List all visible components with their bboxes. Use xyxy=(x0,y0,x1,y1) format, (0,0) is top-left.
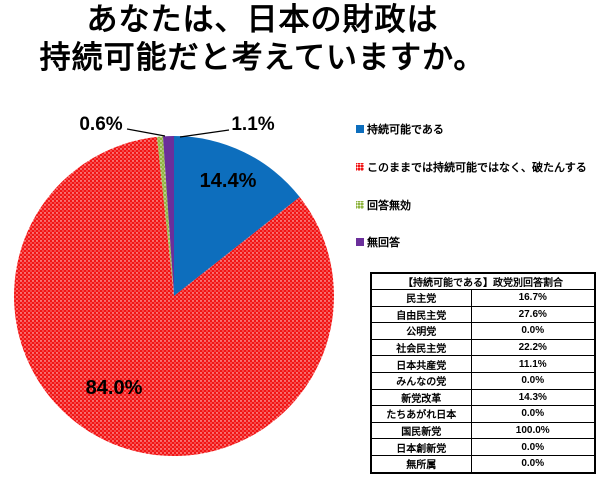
party-value-cell: 14.3% xyxy=(470,388,596,407)
party-name-cell: 日本共産党 xyxy=(370,355,472,373)
legend-item-sustainable: 持続可能である xyxy=(356,121,444,137)
table-row: 自由民主党 27.6% xyxy=(370,305,596,324)
party-name-cell: みんなの党 xyxy=(370,371,472,390)
table-title: 【持続可能である】政党別回答割合 xyxy=(370,272,596,290)
pie-slice-3 xyxy=(162,136,174,296)
legend-item-collapse: このままでは持続可能ではなく、破たんする xyxy=(356,159,587,175)
table-row: 民主党 16.7% xyxy=(370,289,596,307)
party-name-cell: 自由民主党 xyxy=(370,305,472,324)
table-row: たちあがれ日本 0.0% xyxy=(370,405,596,423)
pie-value-label-sustainable: 14.4% xyxy=(199,170,257,192)
legend-label: 無回答 xyxy=(367,237,400,249)
table-row: 新党改革 14.3% xyxy=(370,388,596,407)
party-value-cell: 11.1% xyxy=(470,355,596,373)
table-row: 日本創新党 0.0% xyxy=(370,438,596,456)
leader-line-noanswer xyxy=(179,129,230,138)
party-value-cell: 0.0% xyxy=(470,371,596,390)
party-value-cell: 0.0% xyxy=(470,438,596,456)
party-value-cell: 100.0% xyxy=(470,421,596,440)
party-name-cell: 公明党 xyxy=(370,322,472,340)
chart-title-line2: 持続可能だと考えていますか。 xyxy=(39,40,486,75)
party-name-cell: 民主党 xyxy=(370,289,472,307)
pie-value-label-collapse: 84.0% xyxy=(85,377,143,399)
party-value-cell: 22.2% xyxy=(470,338,596,357)
pie-slice-2 xyxy=(156,136,174,296)
table-row: 日本共産党 11.1% xyxy=(370,355,596,373)
pie-value-label-noanswer: 1.1% xyxy=(231,114,275,135)
pie-value-label-invalid: 0.6% xyxy=(79,114,123,135)
party-name-cell: 日本創新党 xyxy=(370,438,472,456)
chart-title-line1: あなたは、日本の財政は xyxy=(86,2,439,37)
chart-title: あなたは、日本の財政は 持続可能だと考えていますか。 xyxy=(0,1,525,77)
table-row: 社会民主党 22.2% xyxy=(370,338,596,357)
party-name-cell: 社会民主党 xyxy=(370,338,472,357)
party-value-cell: 0.0% xyxy=(470,405,596,423)
legend-item-noanswer: 無回答 xyxy=(356,234,400,250)
table-row: 国民新党 100.0% xyxy=(370,421,596,440)
party-name-cell: たちあがれ日本 xyxy=(370,405,472,423)
party-name-cell: 無所属 xyxy=(370,454,472,474)
party-value-cell: 0.0% xyxy=(470,454,596,474)
legend-swatch-red-icon xyxy=(356,163,364,171)
legend-label: 回答無効 xyxy=(367,200,411,212)
legend-swatch-purple-icon xyxy=(356,238,364,246)
pie-slice-0 xyxy=(174,136,300,296)
legend-label: 持続可能である xyxy=(367,124,444,136)
party-name-cell: 国民新党 xyxy=(370,421,472,440)
party-name-cell: 新党改革 xyxy=(370,388,472,407)
party-value-cell: 16.7% xyxy=(470,289,596,307)
party-response-table: 【持続可能である】政党別回答割合 民主党 16.7% 自由民主党 27.6% 公明党 0.… xyxy=(370,272,596,474)
table-row: 無所属 0.0% xyxy=(370,454,596,474)
legend-item-invalid: 回答無効 xyxy=(356,197,411,213)
party-value-cell: 27.6% xyxy=(470,305,596,324)
party-value-cell: 0.0% xyxy=(470,322,596,340)
table-row: 公明党 0.0% xyxy=(370,322,596,340)
legend-swatch-green-icon xyxy=(356,201,364,209)
legend-label: このままでは持続可能ではなく、破たんする xyxy=(367,162,587,174)
leader-line-invalid xyxy=(126,128,166,137)
pie-slice-1 xyxy=(14,136,335,456)
legend-swatch-blue-icon xyxy=(356,125,364,133)
table-row: みんなの党 0.0% xyxy=(370,371,596,390)
